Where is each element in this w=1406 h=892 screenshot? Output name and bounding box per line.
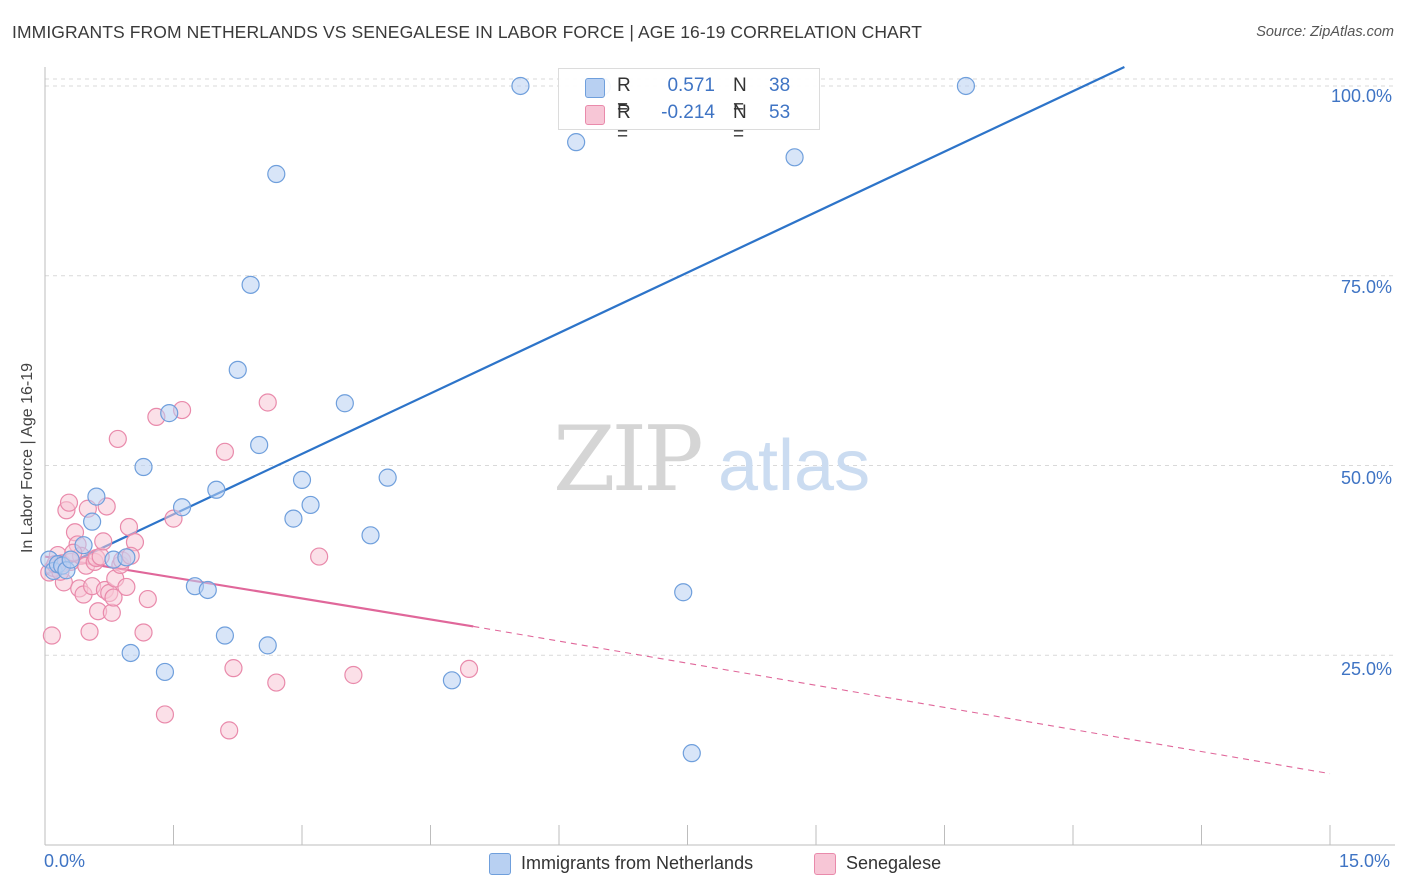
y-tick-label-25: 25.0% <box>1340 659 1392 679</box>
point-netherlands <box>250 435 269 455</box>
point-netherlands <box>956 76 976 96</box>
legend-swatch-pink <box>814 853 836 875</box>
point-netherlands <box>258 636 277 655</box>
legend-r-value: 0.571 <box>667 75 715 96</box>
data-points <box>40 76 976 763</box>
point-senegalese <box>108 429 127 449</box>
point-senegalese <box>155 705 175 724</box>
point-senegalese <box>94 532 113 551</box>
x-tick-label-15: 15.0% <box>1339 851 1391 871</box>
point-senegalese <box>134 623 153 642</box>
point-netherlands <box>335 394 354 413</box>
watermark-atlas: atlas <box>718 426 870 506</box>
legend-swatch-blue <box>585 78 605 98</box>
point-netherlands <box>215 626 234 645</box>
point-netherlands <box>83 512 102 531</box>
point-netherlands <box>301 495 320 515</box>
point-senegalese <box>59 493 79 512</box>
watermark: ZIP atlas <box>553 407 870 512</box>
legend-swatch-pink <box>585 105 605 125</box>
trend-line-senegalese-extension <box>473 625 1331 775</box>
point-netherlands <box>567 133 586 152</box>
y-tick-label-50: 50.0% <box>1340 468 1392 488</box>
point-netherlands <box>87 487 106 506</box>
point-netherlands <box>121 643 140 663</box>
point-netherlands <box>74 536 93 555</box>
point-senegalese <box>104 588 123 607</box>
point-netherlands <box>241 275 260 294</box>
point-netherlands <box>134 457 153 477</box>
legend-n-label: N = <box>733 75 747 118</box>
axes <box>44 67 1395 846</box>
legend-r-value: -0.214 <box>661 102 715 123</box>
point-netherlands <box>160 404 179 423</box>
series-legend: Immigrants from Netherlands Senegalese <box>0 852 1406 878</box>
point-netherlands <box>155 662 175 682</box>
point-netherlands <box>361 526 380 545</box>
legend-n-value: 53 <box>769 102 791 123</box>
legend-n-label: N = <box>733 102 747 145</box>
y-tick-label-75: 75.0% <box>1340 277 1392 297</box>
legend-n-value: 38 <box>769 75 791 96</box>
legend-swatch-blue <box>489 853 511 875</box>
y-tick-label-100: 100.0% <box>1330 86 1392 106</box>
legend-label: Senegalese <box>846 853 942 873</box>
chart-title: IMMIGRANTS FROM NETHERLANDS VS SENEGALES… <box>12 22 923 42</box>
point-netherlands <box>207 480 226 499</box>
point-senegalese <box>215 442 234 461</box>
legend-r-label: R = <box>617 102 631 145</box>
source-label: Source: ZipAtlas.com <box>1256 24 1394 40</box>
point-senegalese <box>220 721 239 740</box>
point-netherlands <box>682 744 701 763</box>
point-netherlands <box>61 550 80 569</box>
point-senegalese <box>459 659 479 679</box>
point-senegalese <box>258 393 277 412</box>
point-netherlands <box>117 548 136 567</box>
gridlines <box>45 78 1395 656</box>
point-netherlands <box>292 470 312 490</box>
point-senegalese <box>117 577 136 597</box>
point-netherlands <box>228 360 247 379</box>
correlation-legend: R = 0.571 N = 38 R = -0.214 N = 53 <box>558 68 820 145</box>
point-netherlands <box>378 468 397 487</box>
point-netherlands <box>511 76 530 96</box>
point-netherlands <box>267 164 286 184</box>
point-senegalese <box>138 589 157 609</box>
legend-r-label: R = <box>617 75 631 118</box>
point-netherlands <box>785 148 804 167</box>
point-netherlands <box>198 580 217 600</box>
point-netherlands <box>284 509 303 528</box>
point-netherlands <box>442 671 462 690</box>
point-netherlands <box>172 498 192 517</box>
point-netherlands <box>674 583 693 602</box>
legend-label: Immigrants from Netherlands <box>521 853 754 873</box>
point-senegalese <box>102 603 121 622</box>
point-senegalese <box>267 673 286 692</box>
watermark-zip: ZIP <box>553 407 701 512</box>
x-tick-label-0: 0.0% <box>44 851 86 871</box>
point-senegalese <box>80 622 99 641</box>
point-senegalese <box>119 517 139 537</box>
point-senegalese <box>42 626 61 645</box>
point-senegalese <box>310 547 329 566</box>
point-senegalese <box>224 659 243 678</box>
point-senegalese <box>344 665 363 685</box>
